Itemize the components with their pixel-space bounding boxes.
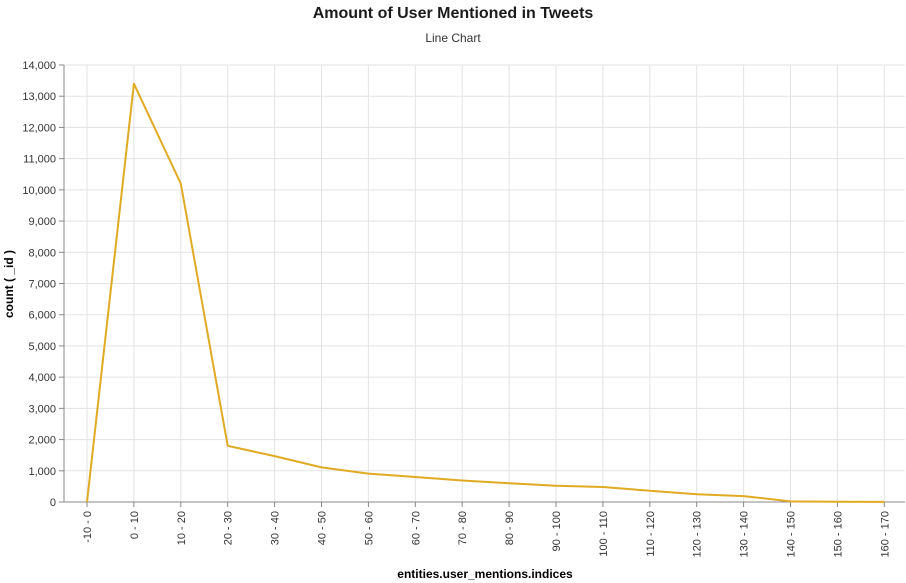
x-axis-title: entities.user_mentions.indices [397,567,573,581]
x-tick-label: 160 - 170 [879,511,891,557]
x-tick-label: 90 - 100 [551,511,563,551]
x-tick-label: 140 - 150 [786,511,798,557]
chart-subtitle: Line Chart [425,31,481,45]
x-tick-label: 70 - 80 [457,511,469,545]
y-tick-label: 4,000 [28,372,56,384]
x-tick-label: 0 - 10 [129,511,141,539]
y-tick-label: 12,000 [22,122,56,134]
x-tick-label: 130 - 140 [739,511,751,557]
x-axis: -10 - 0 0 - 10 10 - 20 20 - 30 30 - 40 40 - 5… [64,501,905,557]
y-tick-label: 9,000 [28,216,56,228]
y-tick-label: 13,000 [22,91,56,103]
y-tick-label: 1,000 [28,466,56,478]
x-tick-label: 120 - 130 [692,511,704,557]
y-tick-label: 2,000 [28,435,56,447]
x-tick-label: 150 - 160 [832,511,844,557]
grid-lines [64,64,905,502]
y-tick-label: 8,000 [28,247,56,259]
y-tick-label: 3,000 [28,403,56,415]
y-axis: 0 1,000 2,000 3,000 4,000 5,000 6,000 7,000 8,00… [22,60,65,509]
y-tick-label: 14,000 [22,60,56,72]
y-axis-title: count ( _id ) [2,250,16,318]
x-tick-label: 110 - 120 [645,511,657,557]
x-tick-label: 100 - 110 [598,511,610,557]
y-tick-label: 5,000 [28,341,56,353]
x-tick-label: 20 - 30 [223,511,235,545]
chart-title: Amount of User Mentioned in Tweets [312,5,594,22]
y-tick-label: 11,000 [23,154,56,166]
x-tick-label: -10 - 0 [82,511,94,543]
x-tick-label: 60 - 70 [410,511,422,545]
series-line [86,82,885,503]
y-tick-label: 7,000 [28,279,56,291]
y-tick-label: 0 [50,497,56,509]
x-tick-label: 40 - 50 [317,511,329,545]
x-tick-label: 50 - 60 [363,511,375,545]
x-tick-label: 30 - 40 [270,511,282,545]
x-tick-label: 10 - 20 [176,511,188,545]
y-tick-label: 10,000 [22,185,56,197]
series-layer [86,82,885,503]
y-tick-label: 6,000 [28,310,56,322]
x-tick-label: 80 - 90 [504,511,516,545]
